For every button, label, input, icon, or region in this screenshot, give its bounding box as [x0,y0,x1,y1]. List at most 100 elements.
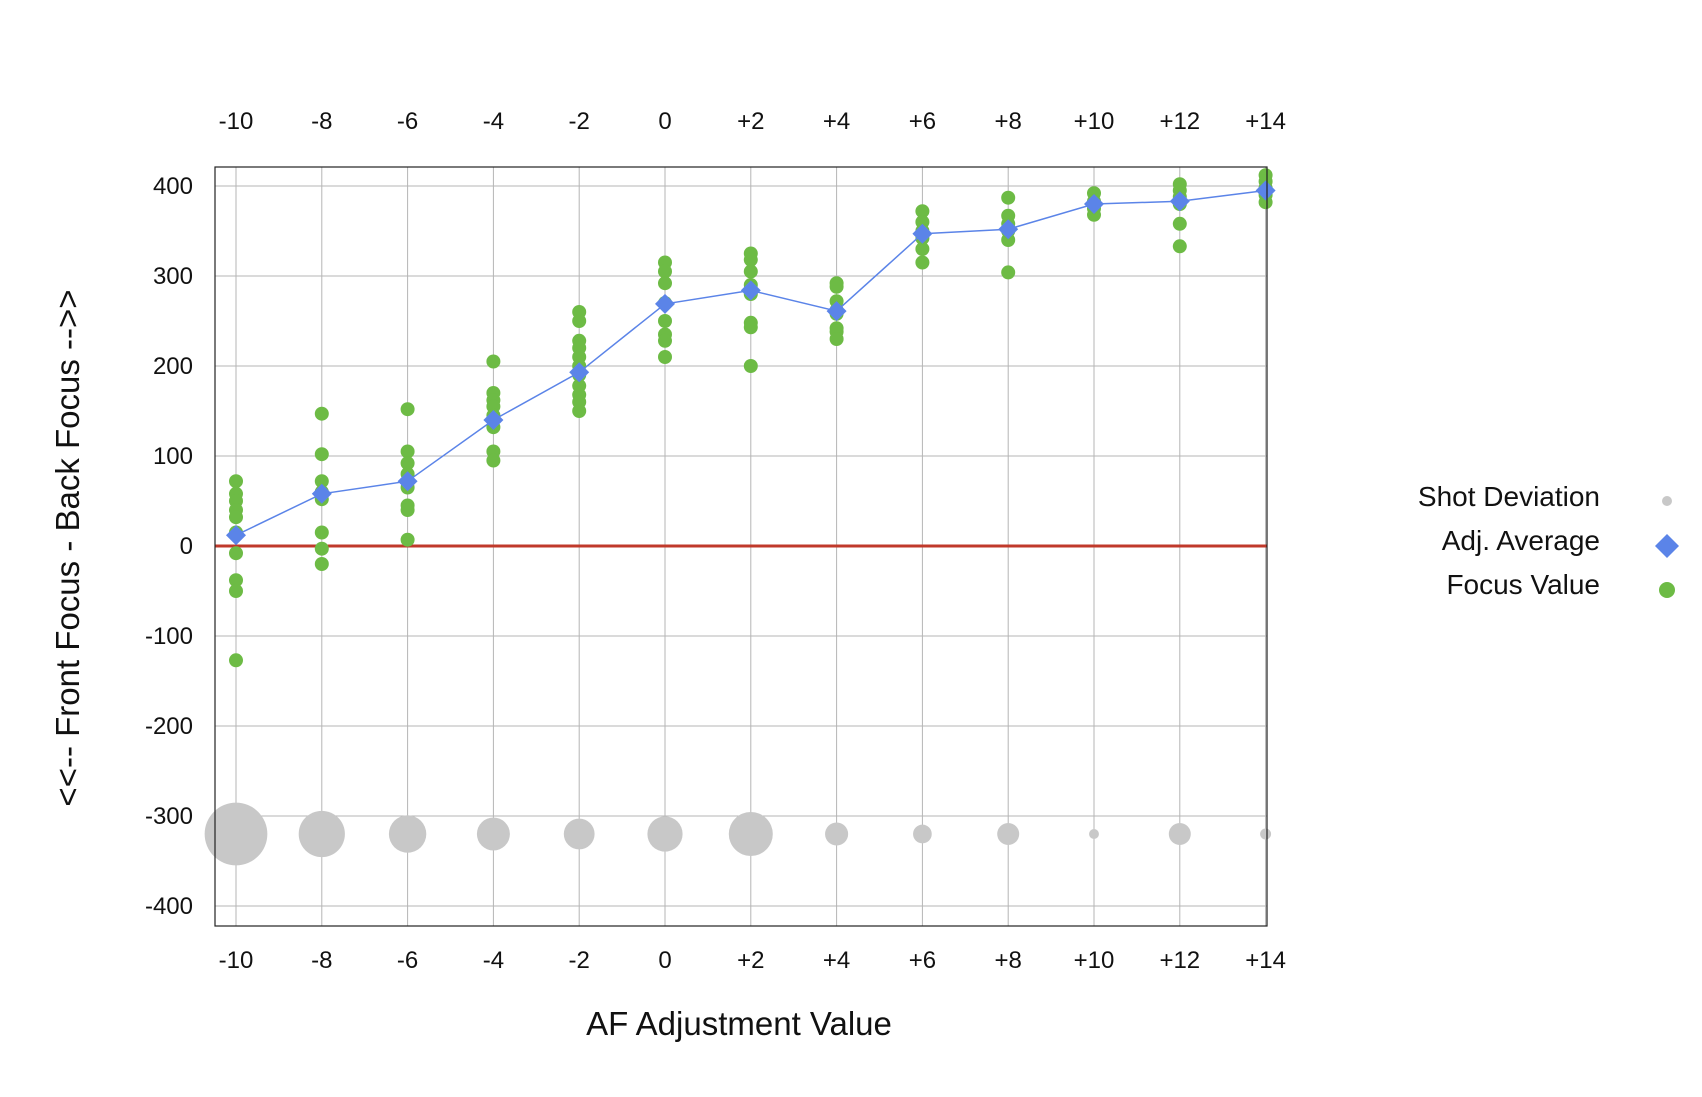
focus-value-point [1258,195,1273,210]
adj-average-marker [569,362,590,383]
focus-value-point [314,525,329,540]
x-axis-title: AF Adjustment Value [586,1005,892,1042]
x-tick-label-top: +12 [1159,108,1200,135]
shot-deviation-series [204,802,1272,866]
x-tick-label-bottom: -6 [397,947,418,974]
focus-value-point [229,474,243,489]
adj-average-marker [1084,194,1104,214]
legend-marker-adj-average [1655,534,1679,558]
adj-average-marker [1255,180,1276,201]
x-tick-label-bottom: +10 [1074,947,1115,974]
x-tick-label-bottom: +2 [737,947,764,974]
focus-value-point [314,474,329,489]
adj-average-series [226,180,1276,546]
focus-value-point [658,314,672,328]
legend-marker-focus-value [1659,582,1675,598]
shot-deviation-bubble [204,802,268,866]
x-tick-label-top: +14 [1245,108,1286,135]
focus-value-point [229,510,243,525]
x-tick-label-top: +8 [995,108,1022,135]
focus-value-point [658,350,672,364]
adj-average-marker [740,280,761,301]
y-tick-label: 300 [153,263,193,290]
shot-deviation-bubble [997,823,1020,845]
adj-average-marker [226,525,246,546]
focus-value-point [1001,265,1016,280]
focus-value-point [572,404,587,418]
focus-value-point [743,264,758,279]
focus-value-point [829,332,844,346]
focus-value-point [1172,239,1187,254]
x-tick-label-top: +4 [823,108,850,135]
y-tick-label: 0 [180,533,193,560]
focus-value-point [658,264,672,279]
y-tick-labels: 400 300 200 100 0 -100 -200 -300 -400 [145,173,193,920]
shot-deviation-bubble [1168,823,1191,845]
focus-value-point [1001,190,1016,205]
shot-deviation-bubble [728,812,773,856]
y-tick-label: 100 [153,443,193,470]
adj-average-marker [1169,191,1190,212]
focus-value-point [743,359,758,373]
x-tick-label-top: 0 [658,108,671,135]
focus-value-point [229,653,243,668]
x-tick-label-top: -4 [483,108,504,135]
adj-average-marker [311,483,332,504]
shot-deviation-bubble [298,810,345,858]
x-tick-labels-top: -10 -8 -6 -4 -2 0 +2 +4 +6 +8 +10 +12 +14 [219,108,1286,135]
focus-value-point [829,279,844,294]
x-tick-label-bottom: -2 [569,947,590,974]
adj-average-marker [483,410,504,430]
focus-value-point [314,447,329,462]
y-tick-label: -100 [145,623,193,650]
focus-value-point [314,541,329,556]
focus-value-point [229,573,243,588]
focus-value-point [658,333,672,348]
focus-value-point [1087,207,1101,222]
legend-label-adj-average: Adj. Average [1442,525,1600,556]
adj-average-marker [912,223,933,244]
shot-deviation-bubble [388,815,427,853]
x-tick-label-bottom: -10 [219,947,254,974]
x-tick-label-top: -8 [311,108,332,135]
x-tick-labels-bottom: -10 -8 -6 -4 -2 0 +2 +4 +6 +8 +10 +12 +14 [219,947,1286,974]
legend-marker-shot-deviation [1662,496,1672,506]
x-tick-label-bottom: +8 [995,947,1022,974]
y-tick-label: -400 [145,893,193,920]
focus-value-point [915,255,930,270]
focus-value-point [314,557,329,571]
legend-label-focus-value: Focus Value [1446,569,1600,600]
x-tick-label-bottom: +14 [1245,947,1286,974]
shot-deviation-bubble [476,817,510,851]
focus-value-point [314,406,329,421]
x-tick-label-bottom: -4 [483,947,504,974]
focus-value-point [486,354,501,369]
focus-value-point [400,444,415,459]
adj-average-marker [998,219,1019,240]
y-tick-label: 400 [153,173,193,200]
x-tick-label-top: +10 [1074,108,1115,135]
focus-value-point [658,276,672,291]
shot-deviation-bubble [825,822,849,846]
focus-value-point [400,456,415,471]
x-tick-label-top: -10 [219,108,254,135]
x-tick-label-top: -2 [569,108,590,135]
focus-value-point [743,320,758,335]
x-tick-label-bottom: +12 [1159,947,1200,974]
adj-average-marker [397,471,418,492]
adj-average-marker [826,301,847,322]
y-tick-label: 200 [153,353,193,380]
shot-deviation-bubble [647,816,683,852]
y-tick-label: -200 [145,713,193,740]
focus-value-point [229,584,243,598]
focus-value-point [229,546,243,561]
focus-value-point [1001,233,1016,247]
adj-average-marker [655,293,675,314]
shot-deviation-bubble [1260,828,1272,840]
shot-deviation-bubble [913,824,932,844]
x-tick-label-bottom: +4 [823,947,850,974]
shot-deviation-bubble [1089,829,1099,839]
plot-frame [214,166,1268,927]
x-tick-label-bottom: +6 [909,947,936,974]
